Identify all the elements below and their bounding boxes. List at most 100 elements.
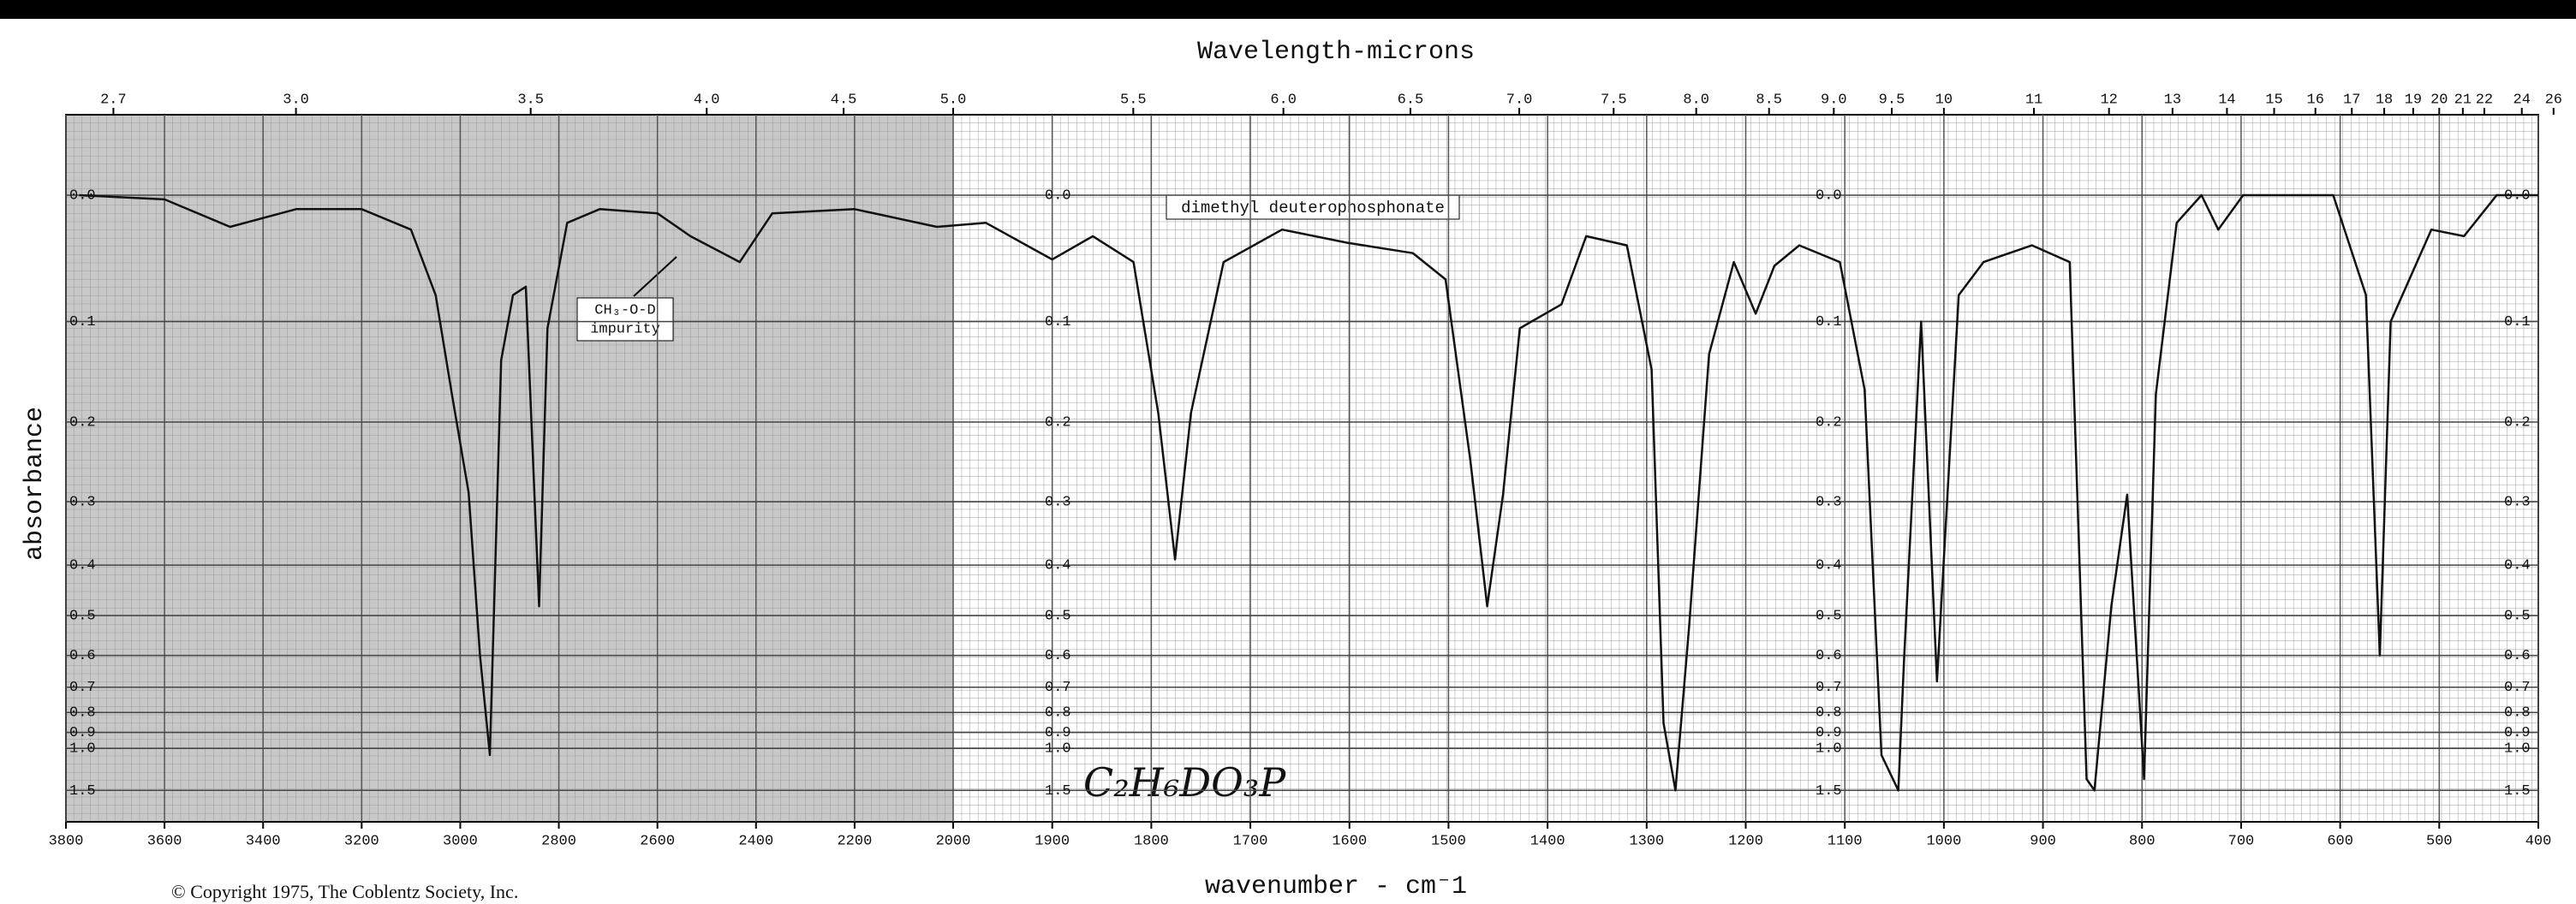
y-tick-label: 0.4 [2504,558,2531,574]
y-tick-label: 0.0 [1045,187,1071,204]
y-tick-label: 0.2 [1816,414,1842,431]
x2-tick-label: 13 [2164,92,2181,108]
x-tick-label: 400 [2525,833,2552,849]
y-tick-label: 0.5 [69,608,96,624]
x2-tick-label: 10 [1935,92,1953,108]
y-tick-label: 1.5 [1816,783,1842,800]
x2-tick-label: 5.5 [1120,92,1147,108]
y-tick-label: 1.0 [1816,741,1842,758]
x-axis-title: wavenumber - cm⁻1 [1205,872,1467,901]
y-tick-label: 0.9 [2504,725,2531,741]
x-tick-label: 700 [2228,833,2255,849]
x-tick-label: 1000 [1926,833,1961,849]
y-tick-label: 0.9 [1045,725,1071,741]
y-tick-label: 0.5 [1816,608,1842,624]
y-tick-label: 0.6 [1816,648,1842,664]
x2-tick-label: 26 [2545,92,2562,108]
x2-tick-label: 19 [2405,92,2422,108]
x2-tick-label: 20 [2430,92,2448,108]
x2-tick-label: 11 [2025,92,2042,108]
x2-tick-label: 7.5 [1601,92,1627,108]
x-tick-label: 1300 [1629,833,1664,849]
y-tick-label: 1.5 [2504,783,2531,800]
y-tick-label: 1.0 [1045,741,1071,758]
y-tick-label: 0.9 [69,725,96,741]
y-tick-label: 0.1 [1816,314,1842,330]
x2-tick-label: 4.0 [694,92,720,108]
y-tick-label: 0.6 [1045,648,1071,664]
y-tick-label: 0.2 [1045,414,1071,431]
x-tick-label: 2800 [541,833,576,849]
x-tick-label: 2000 [936,833,971,849]
top-band [0,0,2576,19]
x2-tick-label: 9.0 [1821,92,1847,108]
x-tick-label: 1400 [1530,833,1565,849]
y-tick-label: 0.6 [2504,648,2531,664]
annotation: impurity [590,321,660,337]
y-tick-label: 1.0 [2504,741,2531,758]
graph-paper [66,115,2538,822]
y-tick-label: 0.3 [2504,495,2531,511]
x-tick-label: 1200 [1728,833,1763,849]
x-tick-label: 1100 [1828,833,1863,849]
y-tick-label: 0.2 [69,414,96,431]
y-tick-label: 0.7 [1045,680,1071,696]
x2-tick-label: 8.5 [1756,92,1782,108]
y-tick-label: 0.5 [2504,608,2531,624]
y-tick-label: 0.3 [1816,495,1842,511]
y-tick-label: 0.8 [2504,705,2531,722]
y-tick-label: 0.7 [1816,680,1842,696]
x2-tick-label: 14 [2218,92,2235,108]
annotation-arrow [633,256,677,297]
x-tick-label: 1700 [1233,833,1268,849]
x2-tick-label: 7.0 [1506,92,1533,108]
x-tick-label: 800 [2129,833,2156,849]
x2-tick-label: 18 [2376,92,2393,108]
x-tick-label: 1600 [1332,833,1367,849]
x2-tick-label: 24 [2513,92,2531,108]
y-tick-label: 0.7 [2504,680,2531,696]
y-tick-label: 0.1 [2504,314,2531,330]
annotation: CH₃-O-D [594,302,655,318]
y-tick-label: 0.0 [1816,187,1842,204]
y-tick-label: 0.3 [69,495,96,511]
spectrum-line [79,193,2538,792]
x2-tick-label: 3.5 [517,92,544,108]
x-tick-label: 600 [2327,833,2353,849]
x2-tick-label: 21 [2454,92,2472,108]
y-tick-label: 0.1 [1045,314,1071,330]
y-tick-label: 0.5 [1045,608,1071,624]
x2-tick-label: 6.5 [1398,92,1424,108]
x-tick-label: 3000 [443,833,478,849]
x2-tick-label: 2.7 [100,92,127,108]
copyright: © Copyright 1975, The Coblentz Society, … [171,881,518,902]
x2-tick-label: 6.0 [1270,92,1297,108]
y-axis-title: absorbance [21,407,50,561]
x2-tick-label: 4.5 [831,92,857,108]
x-tick-label: 1900 [1035,833,1070,849]
x-tick-label: 2400 [738,833,773,849]
x2-tick-label: 12 [2100,92,2117,108]
y-tick-label: 0.4 [69,558,96,574]
x2-tick-label: 17 [2343,92,2360,108]
y-tick-label: 0.2 [2504,414,2531,431]
x-tick-label: 3800 [49,833,84,849]
x-tick-label: 3200 [344,833,379,849]
x-tick-label: 900 [2030,833,2056,849]
chart-title: dimethyl deuterophosphonate [1181,199,1445,217]
y-tick-label: 0.9 [1816,725,1842,741]
y-tick-label: 1.5 [1045,783,1071,800]
x2-tick-label: 22 [2476,92,2493,108]
x2-tick-label: 8.0 [1683,92,1709,108]
x-tick-label: 1500 [1431,833,1466,849]
x-tick-label: 500 [2426,833,2453,849]
y-tick-label: 0.7 [69,680,96,696]
y-tick-label: 1.5 [69,783,96,800]
y-tick-label: 0.4 [1045,558,1071,574]
x-tick-label: 3600 [147,833,182,849]
x-tick-label: 1800 [1134,833,1169,849]
title-box [1166,194,1460,220]
x2-tick-label: 9.5 [1879,92,1905,108]
y-tick-label: 0.4 [1816,558,1842,574]
